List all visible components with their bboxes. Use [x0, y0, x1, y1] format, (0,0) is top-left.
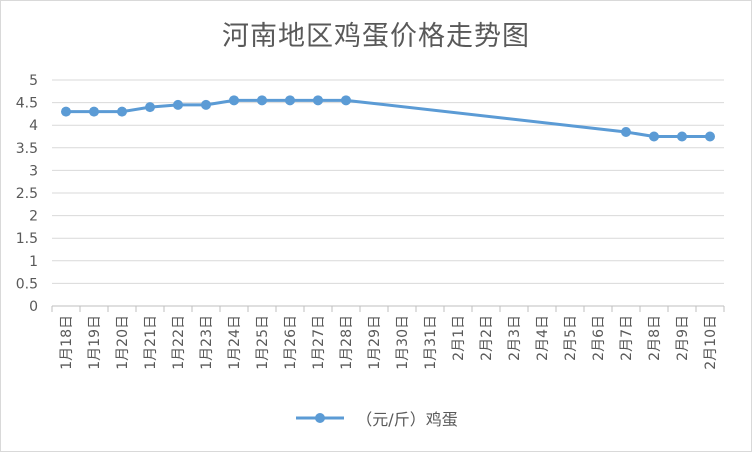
x-tick-label: 2月3日 [507, 315, 523, 361]
y-tick-label: 3.5 [16, 141, 38, 157]
x-tick-label: 2月6日 [591, 315, 607, 361]
y-tick-label: 5 [29, 73, 38, 89]
gridlines [52, 79, 724, 284]
data-point [173, 99, 183, 110]
y-tick-label: 2 [29, 209, 38, 225]
x-tick-label: 1月31日 [423, 315, 439, 370]
x-tick-label: 1月26日 [283, 315, 299, 370]
data-point [145, 102, 155, 113]
x-tick-label: 1月28日 [339, 315, 355, 370]
data-point [677, 131, 687, 142]
x-tick-label: 1月18日 [59, 315, 75, 370]
y-tick-label: 2.5 [16, 186, 38, 202]
y-tick-label: 0.5 [16, 276, 38, 292]
chart-title: 河南地区鸡蛋价格走势图 [222, 21, 530, 52]
x-tick-label: 1月20日 [115, 315, 131, 370]
data-point [285, 95, 295, 106]
data-point [257, 95, 267, 106]
legend-swatch-icon [296, 413, 345, 423]
x-tick-label: 1月30日 [395, 315, 411, 370]
x-tick-label: 1月23日 [199, 315, 215, 370]
y-tick-label: 0 [29, 299, 38, 315]
data-point [341, 95, 351, 106]
x-tick-label: 1月29日 [367, 315, 383, 370]
data-point [61, 106, 71, 117]
x-tick-label: 2月9日 [675, 315, 691, 361]
x-tick-label: 1月27日 [311, 315, 327, 370]
data-point [201, 99, 211, 110]
y-tick-labels: 0 0.5 1 1.5 2 2.5 3 3.5 4 4.5 5 [16, 73, 38, 315]
data-point [229, 95, 239, 106]
data-point [89, 106, 99, 117]
axes [51, 305, 725, 312]
x-tick-label: 1月21日 [143, 315, 159, 370]
x-tick-label: 2月1日 [451, 315, 467, 361]
y-tick-label: 1 [29, 254, 38, 270]
data-point [313, 95, 323, 106]
y-tick-label: 1.5 [16, 231, 38, 247]
legend: （元/斤）鸡蛋 [0, 406, 752, 430]
x-tick-label: 2月5日 [563, 315, 579, 361]
x-tick-label: 1月19日 [87, 315, 103, 370]
data-point [117, 106, 127, 117]
x-tick-label: 1月22日 [171, 315, 187, 370]
data-point [705, 131, 715, 142]
x-tick-label: 2月7日 [619, 315, 635, 361]
x-tick-labels: 1月18日 1月19日 1月20日 1月21日 1月22日 1月23日 1月24日 1月25日… [59, 315, 719, 370]
series-line-path [66, 98, 710, 138]
data-point [621, 126, 631, 137]
y-tick-label: 4.5 [16, 96, 38, 112]
data-point [649, 131, 659, 142]
x-tick-label: 2月2日 [479, 315, 495, 361]
x-tick-label: 2月4日 [535, 315, 551, 361]
x-tick-label: 2月10日 [703, 315, 719, 370]
x-tick-label: 1月25日 [255, 315, 271, 370]
y-tick-label: 3 [29, 163, 38, 179]
x-tick-label: 2月8日 [647, 315, 663, 361]
legend-label: （元/斤）鸡蛋 [356, 410, 458, 429]
y-tick-label: 4 [29, 118, 38, 134]
x-tick-label: 1月24日 [227, 315, 243, 370]
series-line [61, 95, 715, 142]
